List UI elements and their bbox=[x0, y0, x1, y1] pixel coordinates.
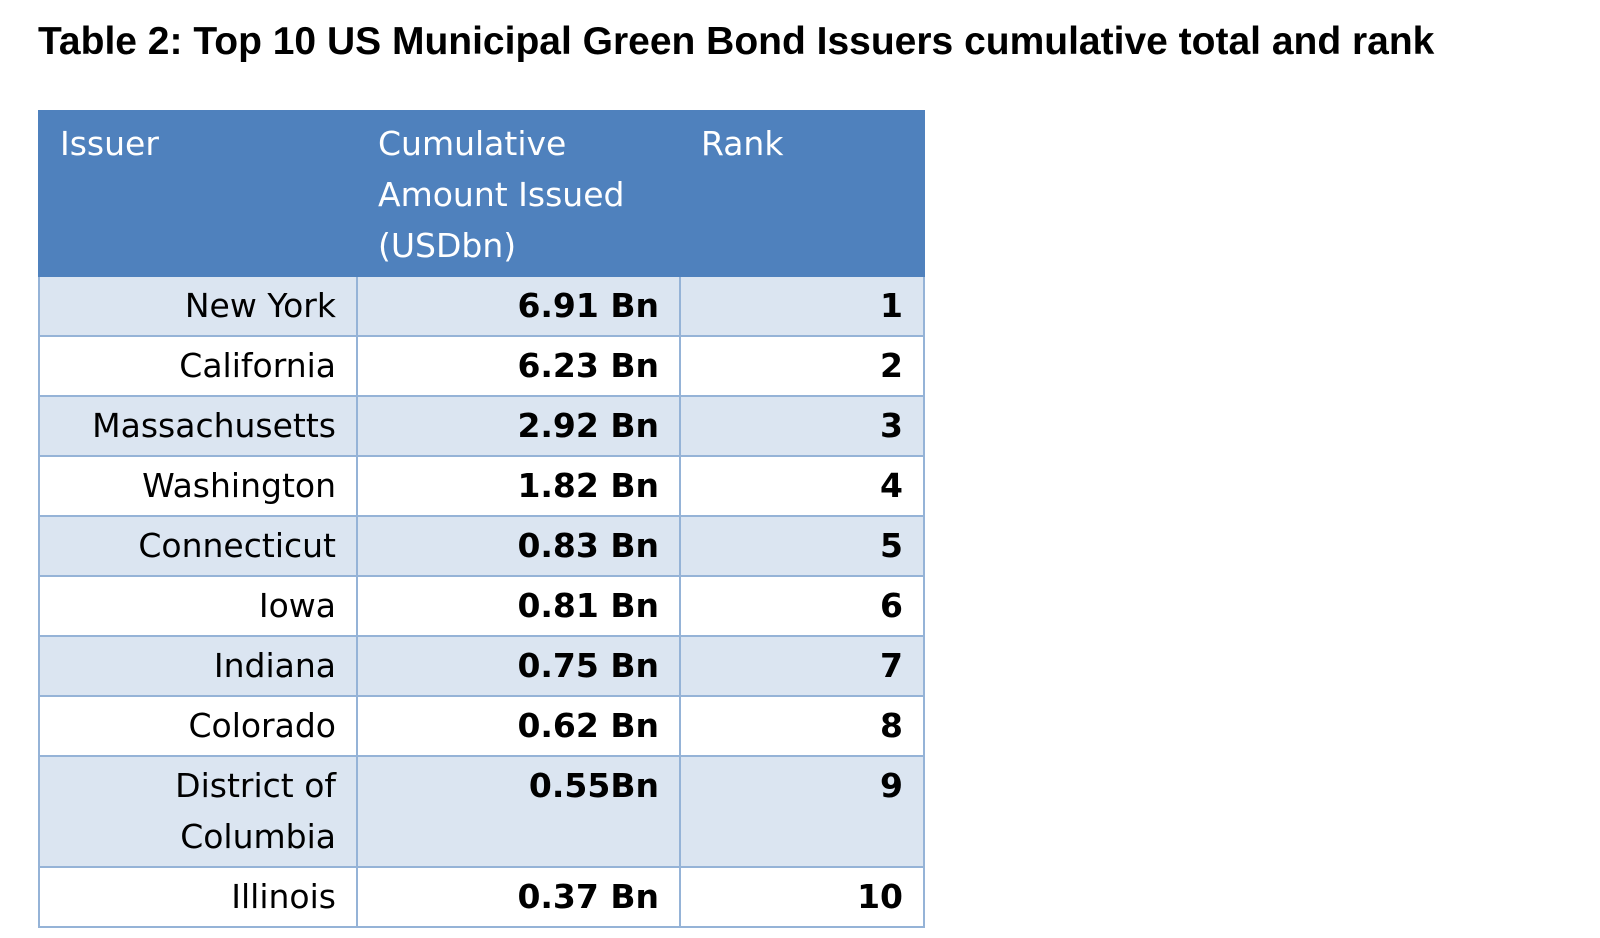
issuers-table: Issuer Cumulative Amount Issued (USDbn) … bbox=[38, 110, 925, 928]
amount-cell: 0.55Bn bbox=[356, 755, 681, 868]
issuer-cell: Iowa bbox=[38, 575, 358, 637]
table-row: Iowa 0.81 Bn 6 bbox=[38, 575, 925, 637]
issuer-cell: District of Columbia bbox=[38, 755, 358, 868]
amount-cell: 0.62 Bn bbox=[356, 695, 681, 757]
table-row: Washington 1.82 Bn 4 bbox=[38, 455, 925, 517]
table-row: Massachusetts 2.92 Bn 3 bbox=[38, 395, 925, 457]
table-row: Connecticut 0.83 Bn 5 bbox=[38, 515, 925, 577]
table-row: Colorado 0.62 Bn 8 bbox=[38, 695, 925, 757]
header-issuer: Issuer bbox=[38, 110, 358, 277]
table-caption: Table 2: Top 10 US Municipal Green Bond … bbox=[38, 20, 1435, 63]
amount-cell: 1.82 Bn bbox=[356, 455, 681, 517]
rank-cell: 3 bbox=[679, 395, 925, 457]
table-row: California 6.23 Bn 2 bbox=[38, 335, 925, 397]
amount-cell: 0.83 Bn bbox=[356, 515, 681, 577]
rank-cell: 7 bbox=[679, 635, 925, 697]
table-row: New York 6.91 Bn 1 bbox=[38, 275, 925, 337]
rank-cell: 8 bbox=[679, 695, 925, 757]
issuer-cell: Massachusetts bbox=[38, 395, 358, 457]
rank-cell: 5 bbox=[679, 515, 925, 577]
header-rank: Rank bbox=[679, 110, 925, 277]
header-row: Issuer Cumulative Amount Issued (USDbn) … bbox=[38, 110, 925, 277]
rank-cell: 2 bbox=[679, 335, 925, 397]
amount-cell: 0.75 Bn bbox=[356, 635, 681, 697]
table-body: New York 6.91 Bn 1 California 6.23 Bn 2 … bbox=[38, 275, 925, 928]
amount-cell: 0.37 Bn bbox=[356, 866, 681, 928]
issuer-cell: Washington bbox=[38, 455, 358, 517]
amount-cell: 6.23 Bn bbox=[356, 335, 681, 397]
issuer-cell: Connecticut bbox=[38, 515, 358, 577]
issuer-cell: California bbox=[38, 335, 358, 397]
issuer-cell: New York bbox=[38, 275, 358, 337]
amount-cell: 6.91 Bn bbox=[356, 275, 681, 337]
issuer-cell: Colorado bbox=[38, 695, 358, 757]
rank-cell: 6 bbox=[679, 575, 925, 637]
rank-cell: 9 bbox=[679, 755, 925, 868]
amount-cell: 2.92 Bn bbox=[356, 395, 681, 457]
issuer-cell: Illinois bbox=[38, 866, 358, 928]
rank-cell: 4 bbox=[679, 455, 925, 517]
table-row: Illinois 0.37 Bn 10 bbox=[38, 866, 925, 928]
table-row: District of Columbia 0.55Bn 9 bbox=[38, 755, 925, 868]
amount-cell: 0.81 Bn bbox=[356, 575, 681, 637]
table-row: Indiana 0.75 Bn 7 bbox=[38, 635, 925, 697]
table-header: Issuer Cumulative Amount Issued (USDbn) … bbox=[38, 110, 925, 277]
rank-cell: 10 bbox=[679, 866, 925, 928]
rank-cell: 1 bbox=[679, 275, 925, 337]
issuer-cell: Indiana bbox=[38, 635, 358, 697]
header-cumulative-amount: Cumulative Amount Issued (USDbn) bbox=[356, 110, 681, 277]
